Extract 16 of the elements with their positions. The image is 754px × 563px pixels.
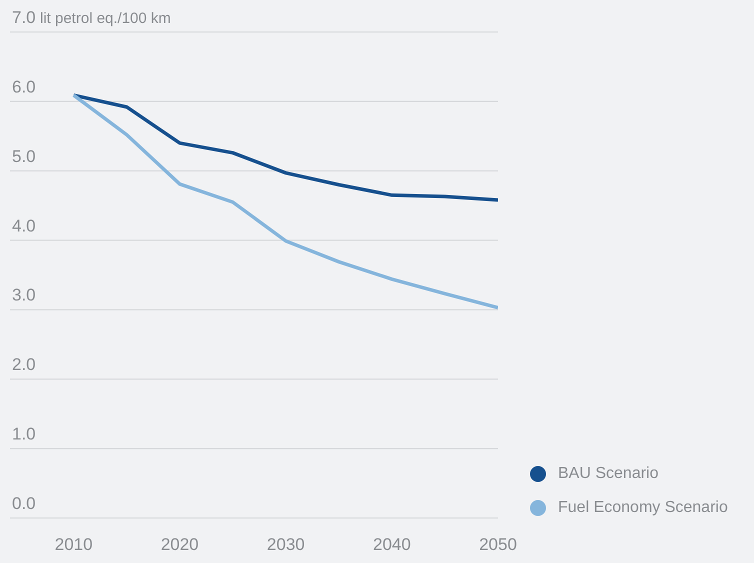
y-tick-label: 0.0	[12, 494, 36, 513]
y-tick-label: 2.0	[12, 355, 36, 374]
y-tick-label: 7.0	[12, 8, 36, 27]
x-tick-label: 2020	[160, 535, 199, 554]
y-axis-title: lit petrol eq./100 km	[40, 10, 171, 27]
x-tick-label: 2030	[266, 535, 305, 554]
y-tick-label: 6.0	[12, 77, 36, 96]
y-tick-label: 3.0	[12, 286, 36, 305]
y-tick-label: 1.0	[12, 424, 36, 444]
legend-label: BAU Scenario	[558, 465, 658, 482]
x-tick-label: 2040	[373, 535, 411, 554]
y-tick-label: 4.0	[12, 216, 36, 236]
x-tick-label: 2050	[479, 535, 517, 554]
y-tick-label: 5.0	[12, 146, 36, 166]
x-tick-label: 2010	[54, 535, 93, 554]
legend-label: Fuel Economy Scenario	[558, 499, 728, 516]
